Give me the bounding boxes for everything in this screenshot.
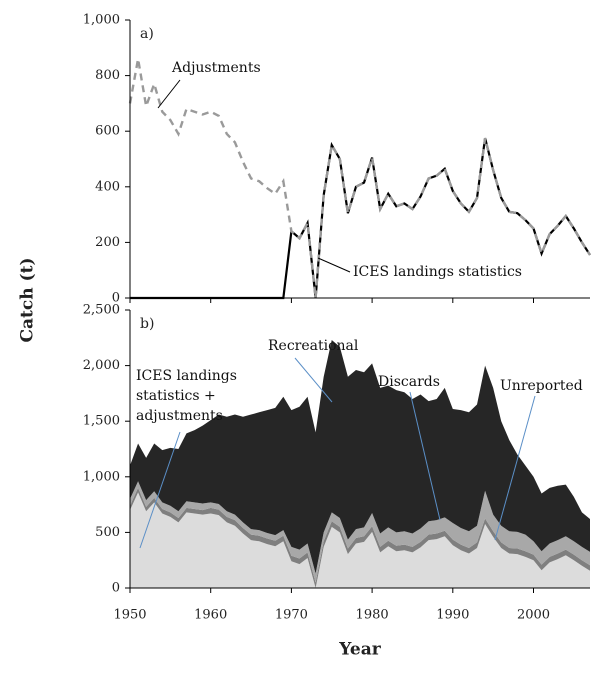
annotation: ICES landings statistics + adjustments	[136, 368, 237, 424]
y-tick-label: 800	[95, 68, 120, 83]
area	[130, 492, 590, 588]
leader-line	[409, 391, 441, 521]
leader-line	[139, 431, 181, 549]
x-tick-label: 1950	[113, 608, 146, 623]
x-axis-label: Year	[338, 640, 381, 660]
annotation: Discards	[378, 374, 440, 390]
x-tick-label: 1980	[356, 608, 389, 623]
panel-label: a)	[140, 26, 154, 42]
x-tick-label: 1960	[194, 608, 227, 623]
area	[130, 481, 590, 583]
y-tick-label: 200	[95, 235, 120, 250]
leader-line	[317, 257, 351, 273]
line	[128, 58, 592, 299]
x-tick-label: 1970	[275, 608, 308, 623]
annotation: Recreational	[268, 338, 359, 354]
y-tick-label: 0	[112, 291, 120, 306]
y-tick-label: 0	[112, 581, 120, 596]
x-tick-label: 1990	[436, 608, 469, 623]
annotation: ICES landings statistics	[353, 264, 522, 280]
y-tick-label: 600	[95, 124, 120, 139]
area	[130, 487, 590, 588]
leader-line	[494, 395, 536, 541]
y-tick-label: 400	[95, 179, 120, 194]
y-tick-label: 500	[95, 525, 120, 540]
area	[130, 340, 590, 574]
leader-line	[157, 79, 181, 109]
leader-line	[294, 357, 333, 403]
annotation: Adjustments	[172, 60, 261, 76]
y-tick-label: 1,500	[83, 414, 120, 429]
y-tick-label: 2,000	[83, 358, 120, 373]
y-axis-label: Catch (t)	[18, 258, 38, 343]
panel-label: b)	[140, 316, 154, 332]
x-tick-label: 2000	[517, 608, 550, 623]
y-tick-label: 1,000	[83, 469, 120, 484]
y-tick-label: 2,500	[83, 303, 120, 318]
y-tick-label: 1,000	[83, 13, 120, 28]
annotation: Unreported	[500, 378, 583, 394]
